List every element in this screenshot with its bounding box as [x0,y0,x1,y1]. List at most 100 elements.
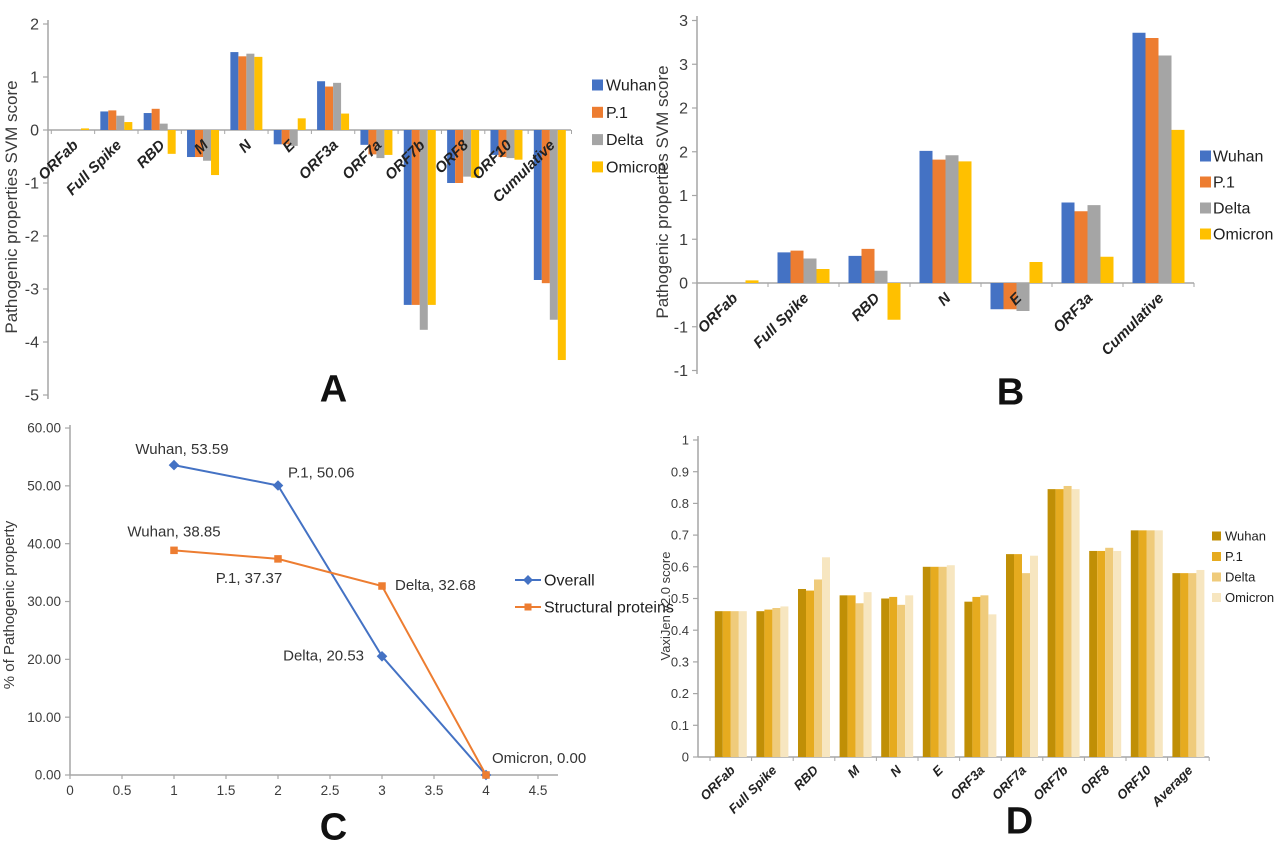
bar-wuhan [1061,202,1075,283]
bar-wuhan [990,283,1004,310]
bar-p-1 [1055,489,1064,757]
bar-wuhan [187,130,196,158]
bar-omicron [384,130,393,155]
y-tick-label: 1 [679,232,688,249]
data-point-label: P.1, 37.37 [216,570,282,587]
data-point-label: Wuhan, 53.59 [135,441,228,458]
y-tick-label: 2 [679,101,688,118]
x-tick-label: 2 [274,783,282,798]
bar-p-1 [1138,530,1147,757]
y-tick-label: -5 [25,388,39,405]
bar-omicron [1030,555,1038,757]
category-label: N [887,762,905,780]
y-tick-label: 1 [30,70,39,87]
bar-wuhan [839,595,848,757]
category-label: Cumulative [1098,290,1167,359]
bar-delta [1158,55,1172,283]
category-label: M [844,762,863,781]
y-axis-title: % of Pathogenic property [1,520,18,689]
category-label: Full Spike [750,290,812,352]
bar-omicron [863,592,872,757]
bar-omicron [557,130,566,361]
series-line-structural-proteins [173,549,487,776]
category-label: ORF3a [1050,290,1096,336]
panel-d-letter: D [1005,800,1035,843]
data-point-marker [272,480,284,491]
bar-delta [1016,283,1030,311]
bar-omicron [471,130,480,178]
y-tick-label: 1 [679,188,688,205]
bar-delta [803,258,817,283]
data-point-marker [170,546,178,555]
bar-omicron [988,614,997,757]
bar-wuhan [273,130,282,145]
bar-omicron [1100,256,1114,283]
x-tick-label: 3 [378,783,386,798]
bar-p-1 [764,609,773,757]
bar-delta [333,82,342,130]
bar-p-1 [722,611,731,757]
y-tick-label: -1 [25,176,39,193]
bar-omicron [297,118,306,130]
bar-omicron [1113,550,1122,757]
legend-swatch-omicron [1212,593,1221,602]
bar-delta [289,130,298,146]
bar-wuhan [1172,573,1181,757]
bar-p-1 [1180,573,1189,757]
bar-wuhan [756,611,765,757]
bar-p-1 [790,250,804,283]
panel-c-letter: C [319,806,349,849]
bar-p-1 [151,108,160,130]
y-tick-label: 0.3 [671,654,689,669]
bar-wuhan [798,588,806,757]
bar-wuhan [1130,530,1139,757]
category-label: ORF3a [296,137,342,183]
bar-wuhan [1047,489,1056,757]
x-tick-label: 4 [482,783,490,798]
bar-delta [1087,205,1101,283]
y-tick-label: 40.00 [27,536,61,551]
legend-label: Delta [1213,201,1250,218]
bar-p-1 [195,130,204,158]
bar-delta [980,595,989,757]
y-tick-label: 3 [679,57,688,74]
legend-label: Structural proteins [544,600,674,617]
category-label: RBD [791,762,822,793]
bar-wuhan [317,81,326,130]
bar-p-1 [972,596,981,757]
y-tick-label: -4 [25,335,39,352]
legend-swatch-delta [1200,202,1211,214]
y-tick-label: 0 [30,123,39,140]
category-label: RBD [848,290,883,325]
legend-label: Delta [606,132,643,149]
y-tick-label: 0 [679,276,688,293]
category-label: N [935,289,956,310]
legend-label: Wuhan [1213,149,1263,166]
y-tick-label: 1 [682,433,689,448]
x-tick-label: 0.5 [113,783,132,798]
bar-omicron [1154,530,1163,757]
legend-swatch-omicron [592,161,603,173]
bar-omicron [958,161,972,283]
bar-p-1 [1145,38,1159,283]
y-tick-label: 0.2 [671,686,689,701]
y-axis-title: Pathogenic properties SVM score [2,80,21,333]
bar-delta [203,130,212,161]
legend-label: Wuhan [1225,529,1266,544]
bar-omicron [738,611,747,757]
y-tick-label: 2 [30,17,39,34]
bar-wuhan [1089,550,1098,757]
bar-p-1 [238,56,247,130]
bar-wuhan [533,130,542,280]
y-tick-label: 0.4 [671,623,689,638]
bar-wuhan [143,113,152,130]
bar-delta [945,155,959,283]
bar-wuhan [714,611,723,757]
bar-wuhan [919,150,933,283]
category-label: ORF7a [989,763,1029,803]
category-label: ORF8 [1077,762,1113,798]
category-label: N [236,136,257,157]
